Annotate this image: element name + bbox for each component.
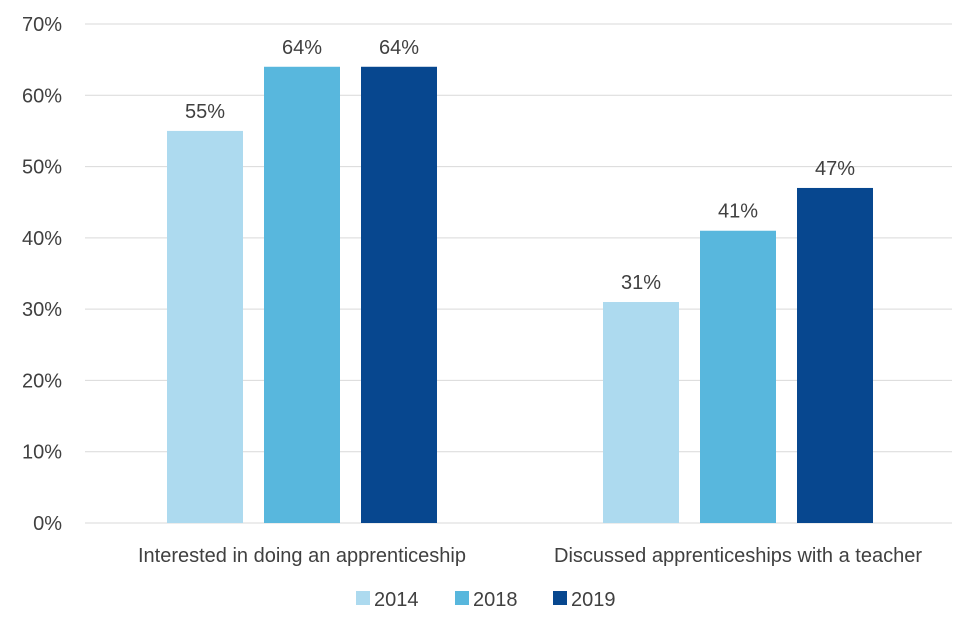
bar-2018-0 [264, 66, 340, 524]
y-tick-label: 30% [22, 299, 62, 321]
data-labels: 55% 31% 64% 41% 64% 47% [185, 37, 855, 294]
data-label-2018-0: 64% [282, 37, 322, 59]
bars [167, 66, 873, 524]
data-label-2014-0: 55% [185, 101, 225, 123]
data-label-2019-0: 64% [379, 37, 419, 59]
legend-swatch-2018 [455, 591, 469, 605]
bar-2018-1 [700, 230, 776, 523]
legend-label-2019: 2019 [571, 589, 616, 611]
data-label-2018-1: 41% [718, 201, 758, 223]
data-label-2019-1: 47% [815, 158, 855, 180]
bar-2019-1 [797, 187, 873, 523]
legend-label-2014: 2014 [374, 589, 419, 611]
category-label: Interested in doing an apprenticeship [138, 545, 466, 567]
bar-2014-0 [167, 130, 243, 523]
y-tick-label: 70% [22, 14, 62, 36]
legend: 2014 2018 2019 [356, 589, 616, 611]
legend-swatch-2014 [356, 591, 370, 605]
data-label-2014-1: 31% [621, 272, 661, 294]
legend-label-2018: 2018 [473, 589, 518, 611]
legend-swatch-2019 [553, 591, 567, 605]
y-tick-label: 50% [22, 157, 62, 179]
y-tick-label: 60% [22, 85, 62, 107]
x-axis-category-labels: Interested in doing an apprenticeship Dis… [138, 545, 922, 567]
y-tick-label: 40% [22, 228, 62, 250]
bar-2014-1 [603, 302, 679, 523]
bar-2019-0 [361, 66, 437, 524]
y-tick-label: 0% [33, 513, 62, 535]
y-tick-label: 20% [22, 370, 62, 392]
y-axis-tick-labels: 0% 10% 20% 30% 40% 50% 60% 70% [22, 14, 62, 535]
y-tick-label: 10% [22, 442, 62, 464]
category-label: Discussed apprenticeships with a teacher [554, 545, 922, 567]
